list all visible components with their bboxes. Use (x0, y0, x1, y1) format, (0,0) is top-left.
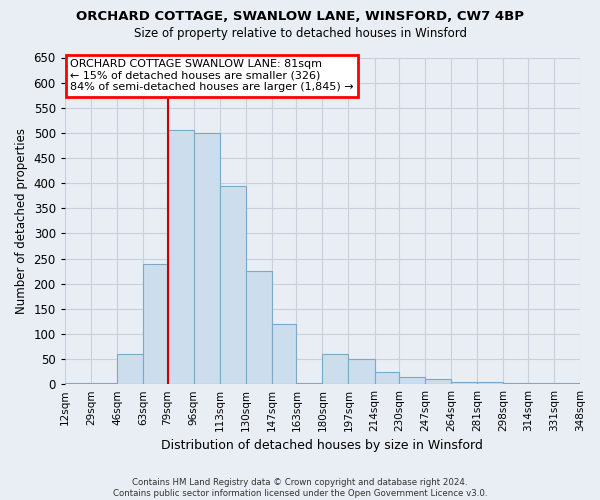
Bar (91, 383, 117, 384)
Bar (503, 383, 528, 384)
Bar (349, 359, 374, 384)
Text: Size of property relative to detached houses in Winsford: Size of property relative to detached ho… (133, 28, 467, 40)
Bar (322, 354, 349, 384)
Bar (528, 383, 554, 384)
Bar (477, 382, 503, 384)
Text: Contains HM Land Registry data © Crown copyright and database right 2024.
Contai: Contains HM Land Registry data © Crown c… (113, 478, 487, 498)
Bar (220, 186, 246, 384)
Bar (143, 264, 167, 384)
Bar (194, 133, 220, 384)
Bar (296, 383, 322, 384)
Bar (554, 383, 580, 384)
Text: ORCHARD COTTAGE, SWANLOW LANE, WINSFORD, CW7 4BP: ORCHARD COTTAGE, SWANLOW LANE, WINSFORD,… (76, 10, 524, 23)
X-axis label: Distribution of detached houses by size in Winsford: Distribution of detached houses by size … (161, 440, 484, 452)
Bar (425, 379, 451, 384)
Bar (117, 354, 143, 384)
Bar (399, 376, 425, 384)
Bar (374, 372, 399, 384)
Bar (65, 383, 91, 384)
Bar (246, 271, 272, 384)
Text: ORCHARD COTTAGE SWANLOW LANE: 81sqm
← 15% of detached houses are smaller (326)
8: ORCHARD COTTAGE SWANLOW LANE: 81sqm ← 15… (70, 59, 353, 92)
Bar (451, 382, 477, 384)
Y-axis label: Number of detached properties: Number of detached properties (15, 128, 28, 314)
Bar (272, 324, 296, 384)
Bar (167, 130, 194, 384)
